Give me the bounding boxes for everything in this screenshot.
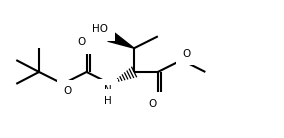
Text: H: H (105, 96, 112, 106)
Text: O: O (149, 99, 157, 109)
Text: O: O (64, 86, 72, 96)
Polygon shape (108, 31, 134, 48)
Text: O: O (182, 49, 191, 59)
Text: O: O (78, 37, 86, 47)
Text: N: N (105, 85, 112, 95)
Text: HO: HO (92, 24, 108, 34)
